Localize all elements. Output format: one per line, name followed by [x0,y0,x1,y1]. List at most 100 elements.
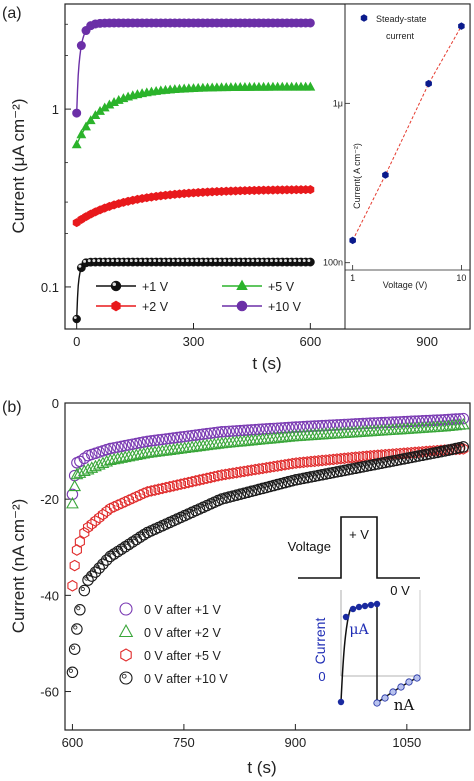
series-3-point [290,474,302,486]
series-1-point [133,447,147,460]
series-3-point [331,466,343,478]
series-3-point [82,574,94,586]
series-2-point [198,473,209,486]
series-3-point [76,41,86,51]
legend-label-1: 0 V after +2 V [144,626,221,640]
series-1-point [115,451,128,463]
series-0-point-highlight [87,259,91,263]
series-2-point [246,464,257,477]
legend-marker-2 [120,648,132,662]
series-0-point [438,414,451,426]
inset-zero-voltage-label: 0 V [390,583,410,598]
series-0-point [372,417,384,429]
series-3-point [427,447,440,459]
series-0-point [357,417,369,430]
legend-marker-0 [119,602,133,616]
series-2-point [406,446,417,459]
panel-b-axis-ticks: 600 750 900 1050 0 -20 -40 -60 [40,396,421,750]
series-0-point-highlight [237,259,241,263]
series-2-point [320,454,331,466]
panel-a: (a) 0 300 600 900 0.1 1 t (s) Current (μA cm⁻… [2,3,471,373]
series-2-point [305,455,317,468]
series-2-point [76,129,87,139]
series-2-point [142,485,153,498]
series-0-point [297,420,310,433]
series-3-point [372,458,384,470]
panel-a-label: (a) [2,5,22,22]
panel-a-inset-legend-line-2: current [386,31,415,41]
series-0-point-highlight [167,259,171,263]
series-2-point [123,494,134,506]
series-0-point [308,420,321,432]
series-0-point-highlight [162,259,166,263]
inset-current-dots [337,600,421,707]
panel-b-x-tick-label-2: 900 [285,735,307,750]
inset-y-tick-label-1: 1μ [333,98,343,108]
series-2-point [157,482,168,495]
series-3-point [297,472,310,485]
series-3-point [420,448,432,461]
series-0-point [375,416,388,429]
series-0-point [386,416,399,428]
panel-b-series [66,412,470,679]
voltage-pulse-line [298,516,420,579]
inset-x-tick-label-1: 10 [456,273,466,283]
series-3-point [375,457,388,469]
series-3-point-highlight [71,645,76,650]
series-0-point-highlight [111,259,115,263]
series-1 [72,185,315,228]
series-0-point-highlight [246,259,250,263]
panel-a-inset-x-axis-label: Voltage (V) [383,280,428,290]
legend-label-2: 0 V after +5 V [144,649,221,663]
series-3-point [74,604,86,616]
series-0-point-highlight [190,259,194,263]
series-0-point-highlight [255,259,259,263]
series-2-point [242,464,253,477]
series-3-point [457,441,470,453]
series-1-point [111,452,125,464]
series-2-point [298,456,309,469]
inset-light-dot-5 [413,674,421,682]
series-2-point [220,468,231,481]
panel-a-x-tick-label-1: 300 [183,334,205,349]
panel-b-legend: 0 V after +1 V 0 V after +2 V 0 V after +5… [118,602,228,686]
series-0-point [342,418,354,431]
series-3-point [301,471,314,484]
series-2-point [116,497,127,510]
series-2-point [161,481,172,494]
series-0-point [424,414,436,427]
inset-ua-label: μA [349,622,369,638]
series-3-point [327,466,340,479]
series-0-point [66,488,79,501]
current-response-curve [340,603,421,705]
series-0-point-highlight [218,259,222,263]
inset-na-label: nA [394,696,415,714]
series-2-point [231,466,242,479]
series-0-point-highlight [284,259,287,263]
series-0-point [368,417,380,429]
series-2-point [108,500,120,513]
series-1-point [73,466,87,478]
series-3-point [360,460,373,472]
series-2-point [138,487,149,500]
legend-marker-2 [236,279,248,291]
series-0-point-highlight [83,259,87,263]
series-1-point [66,496,79,509]
panel-b-x-axis-label: t (s) [247,758,276,777]
series-2-point [101,505,112,518]
series-2-point [317,454,328,467]
series-0-point [442,413,455,426]
series-2-point [331,453,343,465]
series-2-point [85,115,96,125]
series-0-point [279,421,291,434]
series-0 [72,257,315,324]
series-0-point-highlight [227,259,231,263]
series-3-line [76,22,311,114]
legend-marker-3 [236,300,248,312]
panel-a-x-tick-label-0: 0 [73,334,80,349]
series-0-point [316,419,328,432]
series-0-point [394,416,406,428]
series-2-point [71,544,82,556]
series-2-point [69,559,80,572]
series-0-point [78,452,91,465]
